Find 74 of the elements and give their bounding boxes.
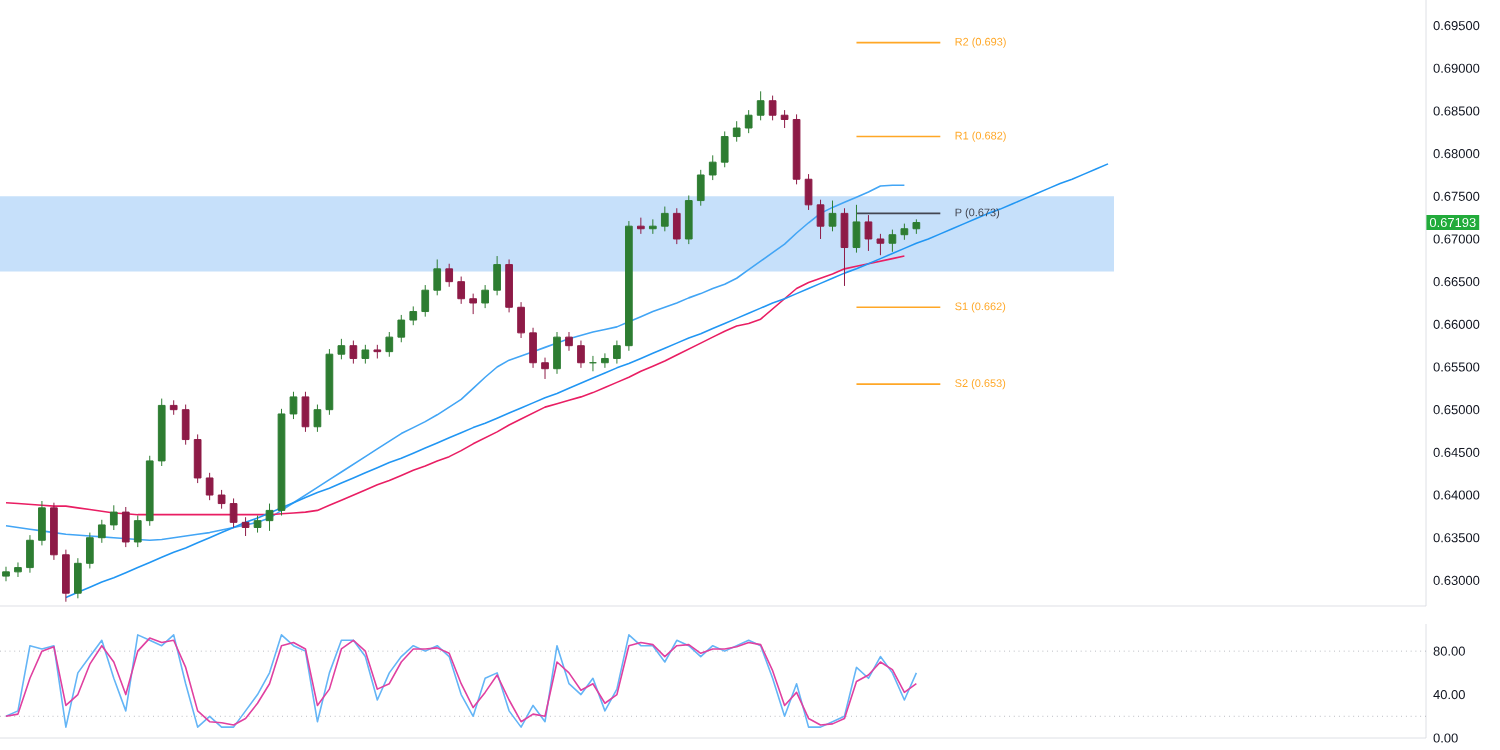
candlestick — [38, 500, 46, 546]
candlestick — [349, 340, 358, 365]
candlestick — [900, 223, 909, 241]
candlestick — [2, 566, 10, 582]
candlestick — [205, 472, 214, 501]
candlestick — [133, 515, 142, 548]
candlestick — [397, 314, 406, 343]
candlestick — [26, 534, 34, 574]
candlestick — [313, 404, 322, 433]
candlestick — [876, 233, 885, 256]
candlestick — [780, 109, 789, 129]
candlestick — [325, 348, 334, 416]
candlestick — [637, 217, 645, 235]
candlestick — [97, 519, 106, 544]
candlestick — [768, 95, 777, 121]
candlestick — [708, 154, 717, 181]
candlestick — [253, 515, 262, 534]
candlestick — [660, 206, 669, 232]
candlestick — [732, 120, 741, 143]
candlestick — [193, 433, 202, 484]
candlestick — [409, 305, 418, 326]
candlestick — [828, 200, 837, 232]
candlestick — [840, 207, 849, 287]
candlestick — [85, 532, 94, 569]
candlestick — [792, 113, 801, 185]
candlestick — [756, 90, 765, 121]
candlestick — [720, 130, 729, 168]
candlestick — [684, 194, 693, 245]
candlestick — [493, 255, 501, 296]
candlestick — [457, 276, 466, 305]
candlestick — [14, 561, 22, 578]
candlestick — [864, 214, 873, 252]
candlestick — [50, 502, 58, 561]
candlestick — [169, 399, 178, 416]
candlestick — [816, 199, 825, 240]
candlestick — [181, 404, 190, 446]
candlestick — [373, 344, 382, 359]
candlestick — [589, 355, 597, 372]
candlestick — [74, 557, 82, 599]
candlestick — [217, 489, 226, 510]
candlestick — [109, 504, 118, 531]
candlestick — [445, 263, 454, 288]
candlestick — [121, 506, 130, 548]
candlestick — [361, 344, 370, 365]
candlestick — [481, 284, 489, 309]
candlestick — [157, 398, 166, 467]
candlestick — [648, 218, 657, 235]
candlestick — [852, 204, 861, 254]
candlestick — [912, 218, 921, 235]
candlestick — [744, 109, 753, 134]
candlestick — [672, 207, 681, 245]
candlestick — [385, 331, 394, 358]
candlestick — [337, 338, 346, 360]
candlestick — [433, 258, 442, 296]
candlestick — [553, 331, 561, 375]
candlestick — [301, 391, 310, 433]
candlestick — [229, 497, 238, 528]
candlestick — [565, 331, 573, 352]
candlestick — [577, 340, 585, 369]
candlestick — [505, 258, 513, 313]
candlestick — [541, 357, 549, 380]
candlestick — [613, 340, 621, 365]
candlestick — [888, 229, 897, 253]
candlestick — [625, 220, 633, 352]
candlestick — [601, 352, 609, 369]
candlestick — [241, 516, 250, 537]
candlestick — [62, 549, 70, 603]
candlestick — [804, 173, 813, 211]
candlestick — [696, 169, 705, 207]
candlestick — [517, 301, 525, 339]
candlestick — [529, 327, 537, 369]
candlestick — [469, 293, 478, 315]
candlestick — [145, 455, 154, 527]
candlestick — [421, 284, 430, 318]
